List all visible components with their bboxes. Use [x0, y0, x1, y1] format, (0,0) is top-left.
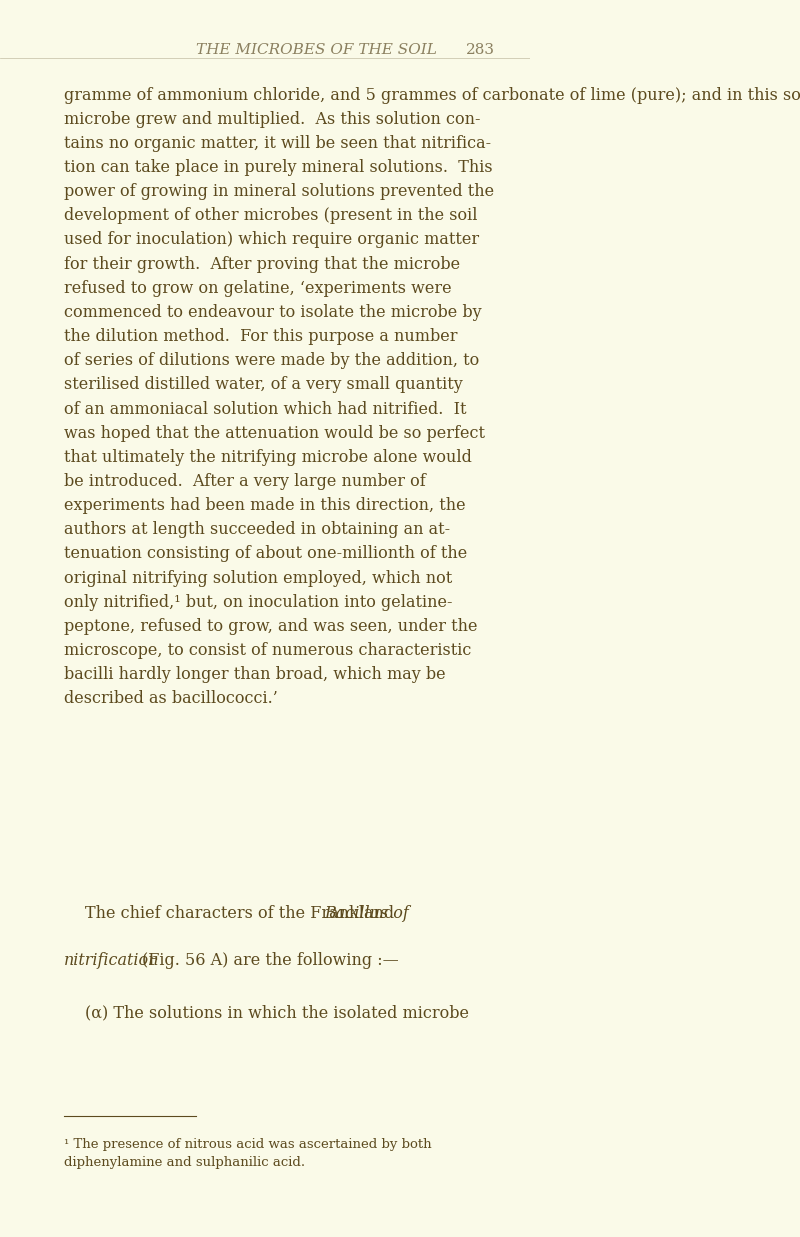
Text: (Fig. 56 A) are the following :—: (Fig. 56 A) are the following :—	[142, 952, 398, 970]
Text: 283: 283	[466, 43, 495, 57]
Text: The chief characters of the Frankland: The chief characters of the Frankland	[85, 905, 399, 923]
Text: (α) The solutions in which the isolated microbe: (α) The solutions in which the isolated …	[85, 1004, 469, 1022]
Text: Bacillus of: Bacillus of	[324, 905, 409, 923]
Text: gramme of ammonium chloride, and 5 grammes of carbonate of lime (pure); and in t: gramme of ammonium chloride, and 5 gramm…	[63, 87, 800, 708]
Text: ¹ The presence of nitrous acid was ascertained by both
diphenylamine and sulphan: ¹ The presence of nitrous acid was ascer…	[63, 1138, 431, 1169]
Text: THE MICROBES OF THE SOIL: THE MICROBES OF THE SOIL	[196, 43, 437, 57]
Text: nitrification: nitrification	[63, 952, 159, 970]
